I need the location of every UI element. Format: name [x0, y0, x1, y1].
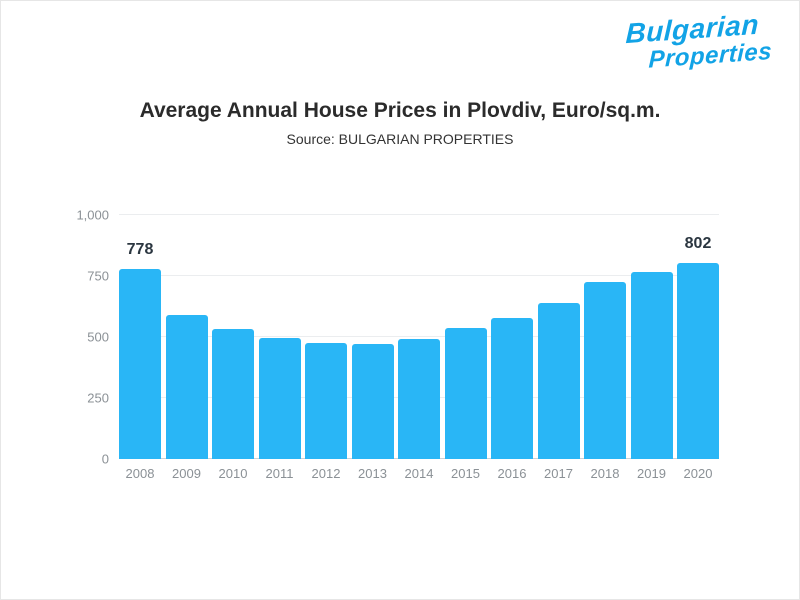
- brand-logo-line2: Properties: [648, 37, 773, 74]
- bar-slot-2015: [444, 215, 487, 459]
- bar-2015: [444, 327, 487, 459]
- bar-slot-2018: [584, 215, 626, 459]
- bar-2014: [398, 338, 440, 459]
- x-tick-label-2015: 2015: [451, 466, 480, 481]
- bar-slot-2017: [537, 215, 580, 459]
- gridline-500: [119, 336, 719, 337]
- y-axis: 0 250 500 750 1,000: [29, 208, 109, 467]
- bar-slot-2010: [212, 215, 254, 459]
- bar-2020: [677, 263, 719, 459]
- x-tick-label-2012: 2012: [311, 466, 341, 481]
- bar-slot-2012: [305, 215, 347, 459]
- plot-area: 778 802: [119, 214, 719, 459]
- x-tick-label-2013: 2013: [358, 466, 387, 481]
- x-tick-label-2010: 2010: [218, 466, 248, 481]
- bar-value-label-2008: 778: [126, 241, 154, 259]
- bar-2010: [212, 328, 254, 459]
- chart-title: Average Annual House Prices in Plovdiv, …: [139, 99, 661, 122]
- x-tick-label-2020: 2020: [683, 466, 713, 481]
- bar-slot-2014: [398, 215, 440, 459]
- gridline-750: [119, 275, 719, 276]
- bar-value-label-2020: 802: [684, 235, 712, 253]
- x-tick-label-2008: 2008: [125, 466, 155, 481]
- x-tick-label-2011: 2011: [265, 466, 294, 481]
- x-tick-label-2014: 2014: [404, 466, 434, 481]
- bar-2016: [491, 317, 533, 459]
- bar-2013: [351, 344, 394, 459]
- x-tick-label-2016: 2016: [497, 466, 527, 481]
- y-tick-label-750: 750: [87, 268, 109, 284]
- bar-slot-2016: [491, 215, 533, 459]
- x-tick-label-2017: 2017: [544, 466, 573, 481]
- bar-slot-2019: [630, 215, 673, 459]
- y-tick-label-250: 250: [87, 390, 109, 406]
- bar-slot-2008: 778: [119, 215, 161, 459]
- bar-2011: [258, 337, 301, 459]
- bar-slot-2011: [258, 215, 301, 459]
- bar-2008: [119, 269, 161, 459]
- x-tick-label-2019: 2019: [637, 466, 666, 481]
- y-tick-label-0: 0: [101, 451, 109, 467]
- bar-slot-2013: [351, 215, 394, 459]
- bar-2019: [630, 271, 673, 459]
- bar-2009: [165, 315, 208, 459]
- y-tick-label-500: 500: [87, 329, 109, 345]
- x-tick-label-2009: 2009: [172, 466, 201, 481]
- bars-layer: 778 802: [119, 215, 719, 459]
- x-tick-label-2018: 2018: [590, 466, 620, 481]
- bar-2018: [584, 282, 626, 459]
- bar-2012: [305, 343, 347, 459]
- bar-slot-2020: 802: [677, 215, 719, 459]
- bar-slot-2009: [165, 215, 208, 459]
- gridline-1000: [119, 214, 719, 215]
- bar-2017: [537, 302, 580, 459]
- x-axis: 2008 2009 2010 2011 2012 2013 2014 2015 2016 2017…: [119, 466, 719, 481]
- y-tick-label-1000: 1,000: [76, 207, 109, 223]
- brand-logo: Bulgarian Properties: [625, 9, 774, 75]
- chart-subtitle: Source: BULGARIAN PROPERTIES: [286, 131, 514, 147]
